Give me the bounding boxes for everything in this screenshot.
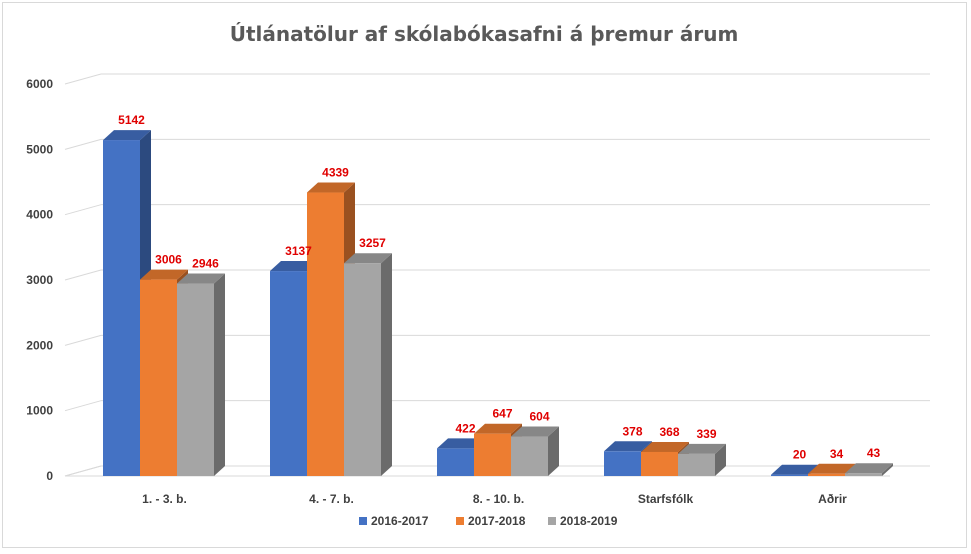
legend-item: 2016-2017 xyxy=(359,514,429,528)
bar-top xyxy=(511,426,559,437)
bar-top xyxy=(177,273,225,284)
bar xyxy=(307,192,344,476)
bar-side xyxy=(715,443,726,476)
data-label: 339 xyxy=(696,427,716,441)
bar-top xyxy=(845,463,893,474)
y-axis: 0 1000 2000 3000 4000 5000 6000 xyxy=(26,77,53,483)
data-label: 604 xyxy=(529,410,549,424)
bar-top xyxy=(771,464,819,475)
bar xyxy=(474,433,511,476)
data-label: 34 xyxy=(830,447,844,461)
data-labels: 5142 3006 2946 3137 4339 3257 422 647 604 378 368 3… xyxy=(118,113,880,462)
bar xyxy=(177,283,214,476)
bar xyxy=(344,263,381,476)
x-tick-label: 8. - 10. b. xyxy=(473,492,524,506)
data-label: 2946 xyxy=(192,257,219,271)
legend-label: 2017-2018 xyxy=(468,514,526,528)
bar-side xyxy=(882,463,893,476)
y-tick-label: 6000 xyxy=(26,77,53,91)
legend: 2016-2017 2017-2018 2018-2019 xyxy=(359,514,618,528)
bar-top xyxy=(641,441,689,452)
bars xyxy=(103,130,893,477)
x-tick-label: Aðrir xyxy=(818,492,847,506)
gridline-side xyxy=(64,204,102,216)
gridline-side xyxy=(64,269,102,281)
bar xyxy=(103,140,140,477)
bar xyxy=(678,453,715,476)
y-tick-label: 5000 xyxy=(26,142,53,156)
y-tick-label: 4000 xyxy=(26,208,53,222)
bar-top xyxy=(270,261,318,272)
data-label: 3257 xyxy=(359,236,386,250)
data-label: 4339 xyxy=(322,166,349,180)
bar-side xyxy=(381,253,392,476)
bar xyxy=(771,474,808,476)
bar-top xyxy=(808,463,856,474)
data-label: 5142 xyxy=(118,113,145,127)
chart-title: Útlánatölur af skólabókasafni á þremur á… xyxy=(230,22,739,46)
data-label: 422 xyxy=(455,421,475,435)
bar xyxy=(808,473,845,476)
bar-chart: Útlánatölur af skólabókasafni á þremur á… xyxy=(26,22,930,528)
legend-item: 2018-2019 xyxy=(548,514,618,528)
y-tick-label: 3000 xyxy=(26,273,53,287)
bar xyxy=(604,451,641,476)
bar-side xyxy=(214,273,225,476)
x-tick-label: 4. - 7. b. xyxy=(309,492,354,506)
bar-top xyxy=(474,423,522,434)
bar xyxy=(140,279,177,476)
data-label: 20 xyxy=(793,448,807,462)
bar-side xyxy=(548,426,559,476)
bar xyxy=(845,473,882,476)
data-label: 3006 xyxy=(155,253,182,267)
legend-label: 2018-2019 xyxy=(560,514,618,528)
bar-top xyxy=(344,253,392,264)
chart-frame: Útlánatölur af skólabókasafni á þremur á… xyxy=(2,2,967,548)
legend-swatch xyxy=(456,517,464,525)
bar xyxy=(437,448,474,476)
legend-swatch xyxy=(548,517,556,525)
bar xyxy=(270,271,307,476)
bar-top xyxy=(437,438,485,449)
gridline-side xyxy=(64,73,102,85)
legend-item: 2017-2018 xyxy=(456,514,526,528)
bar xyxy=(511,436,548,476)
x-tick-label: Starfsfólk xyxy=(638,492,694,506)
bar xyxy=(641,451,678,476)
bar-top xyxy=(307,182,355,193)
gridline-side xyxy=(64,465,102,477)
y-tick-label: 2000 xyxy=(26,338,53,352)
x-axis: 1. - 3. b. 4. - 7. b. 8. - 10. b. Starfsfól… xyxy=(142,492,847,506)
legend-label: 2016-2017 xyxy=(371,514,429,528)
data-label: 647 xyxy=(492,407,512,421)
data-label: 43 xyxy=(867,446,881,460)
bar-top xyxy=(103,130,151,141)
y-tick-label: 1000 xyxy=(26,404,53,418)
gridline-side xyxy=(64,400,102,412)
y-tick-label: 0 xyxy=(46,469,53,483)
data-label: 3137 xyxy=(285,244,312,258)
legend-swatch xyxy=(359,517,367,525)
data-label: 368 xyxy=(659,425,679,439)
bar-top xyxy=(678,443,726,454)
bar-top xyxy=(604,441,652,452)
gridline-side xyxy=(64,138,102,150)
x-tick-label: 1. - 3. b. xyxy=(142,492,187,506)
bar-top xyxy=(140,269,188,280)
data-label: 378 xyxy=(622,424,642,438)
gridline-side xyxy=(64,334,102,346)
